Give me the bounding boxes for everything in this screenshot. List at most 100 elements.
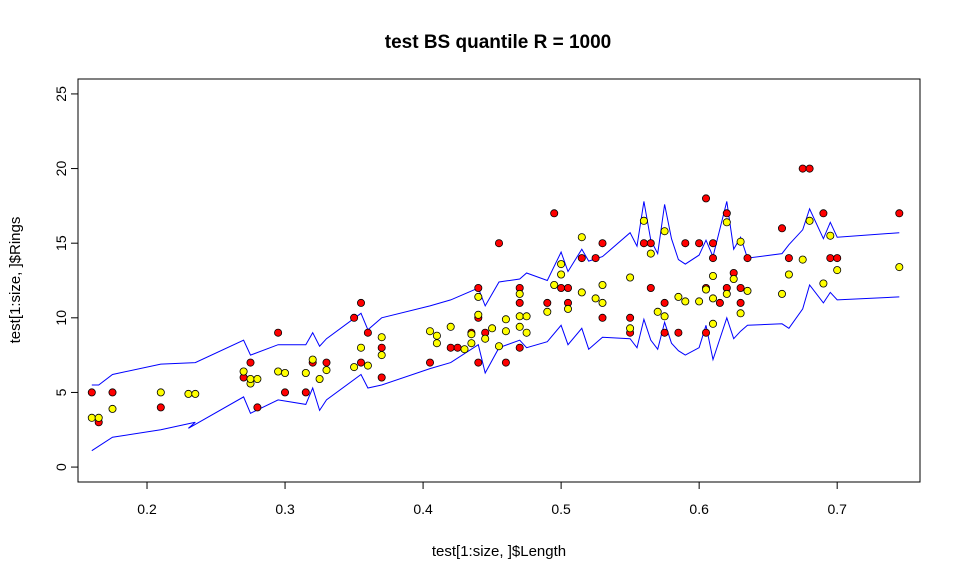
observed-point (646, 239, 655, 248)
predicted-point (736, 309, 745, 318)
predicted-point (646, 249, 655, 258)
predicted-point (432, 339, 441, 348)
observed-point (709, 239, 718, 248)
observed-point (501, 358, 510, 367)
predicted-point (557, 260, 566, 269)
predicted-point (246, 374, 255, 383)
predicted-point (695, 297, 704, 306)
predicted-point (736, 237, 745, 246)
plot-frame (77, 78, 921, 483)
predicted-point (626, 324, 635, 333)
predicted-point (474, 292, 483, 301)
observed-point (702, 194, 711, 203)
predicted-point (702, 285, 711, 294)
predicted-point (308, 355, 317, 364)
observed-point (446, 343, 455, 352)
observed-point (543, 298, 552, 307)
predicted-point (660, 227, 669, 236)
predicted-point (184, 389, 193, 398)
predicted-point (432, 331, 441, 340)
predicted-point (301, 368, 310, 377)
band-line-lower (91, 283, 900, 452)
observed-point (564, 283, 573, 292)
observed-point (280, 388, 289, 397)
predicted-point (515, 312, 524, 321)
observed-point (156, 403, 165, 412)
observed-point (363, 328, 372, 337)
observed-point (453, 343, 462, 352)
observed-point (660, 298, 669, 307)
predicted-point (488, 324, 497, 333)
predicted-point (626, 273, 635, 282)
predicted-point (501, 315, 510, 324)
x-tick-label: 0.4 (413, 501, 433, 517)
y-axis: 0 5 10 15 20 25 (53, 86, 79, 471)
predicted-point (467, 339, 476, 348)
observed-point (87, 388, 96, 397)
observed-point (674, 328, 683, 337)
observed-point (833, 254, 842, 263)
observed-point (515, 343, 524, 352)
predicted-point (467, 330, 476, 339)
observed-point (350, 313, 359, 322)
predicted-point (591, 294, 600, 303)
predicted-point (550, 280, 559, 289)
x-tick-label: 0.2 (137, 501, 157, 517)
predicted-point (598, 280, 607, 289)
observed-point (246, 358, 255, 367)
predicted-point (674, 292, 683, 301)
predicted-point (425, 327, 434, 336)
x-tick-label: 0.7 (827, 501, 847, 517)
band-line-upper (91, 201, 900, 386)
predicted-point (474, 310, 483, 319)
observed-point (356, 358, 365, 367)
predicted-point (350, 363, 359, 372)
predicted-point (356, 343, 365, 352)
observed-point (253, 403, 262, 412)
confidence-band (91, 201, 900, 452)
chart-title: test BS quantile R = 1000 (385, 32, 612, 53)
predicted-point (598, 298, 607, 307)
predicted-point (722, 218, 731, 227)
predicted-point (660, 312, 669, 321)
predicted-point (577, 233, 586, 242)
predicted-point (87, 413, 96, 422)
y-tick-label: 20 (53, 161, 69, 177)
observed-point (819, 209, 828, 218)
predicted-point (833, 266, 842, 275)
predicted-point (577, 288, 586, 297)
predicted-point (363, 361, 372, 370)
predicted-point (156, 388, 165, 397)
predicted-point (543, 307, 552, 316)
observed-point (709, 254, 718, 263)
predicted-point (253, 374, 262, 383)
x-tick-label: 0.3 (275, 501, 295, 517)
observed-point (301, 388, 310, 397)
predicted-point (274, 367, 283, 376)
observed-point (646, 283, 655, 292)
observed-point (743, 254, 752, 263)
observed-point (639, 239, 648, 248)
predicted-point (515, 322, 524, 331)
observed-point (591, 254, 600, 263)
y-tick-label: 0 (53, 463, 69, 471)
predicted-point (239, 367, 248, 376)
observed-point (702, 328, 711, 337)
y-tick-label: 5 (53, 388, 69, 396)
x-tick-label: 0.5 (551, 501, 571, 517)
predicted-point (826, 231, 835, 240)
predicted-point (798, 255, 807, 264)
observed-point (557, 283, 566, 292)
observed-point (895, 209, 904, 218)
y-axis-label: test[1:size, ]$Rings (7, 217, 24, 344)
observed-point (660, 328, 669, 337)
predicted-point (653, 307, 662, 316)
observed-point (626, 313, 635, 322)
observed-point (425, 358, 434, 367)
observed-point (736, 298, 745, 307)
predicted-point (315, 374, 324, 383)
predicted-point (494, 342, 503, 351)
predicted-point (709, 319, 718, 328)
predicted-point (564, 304, 573, 313)
observed-point (377, 343, 386, 352)
